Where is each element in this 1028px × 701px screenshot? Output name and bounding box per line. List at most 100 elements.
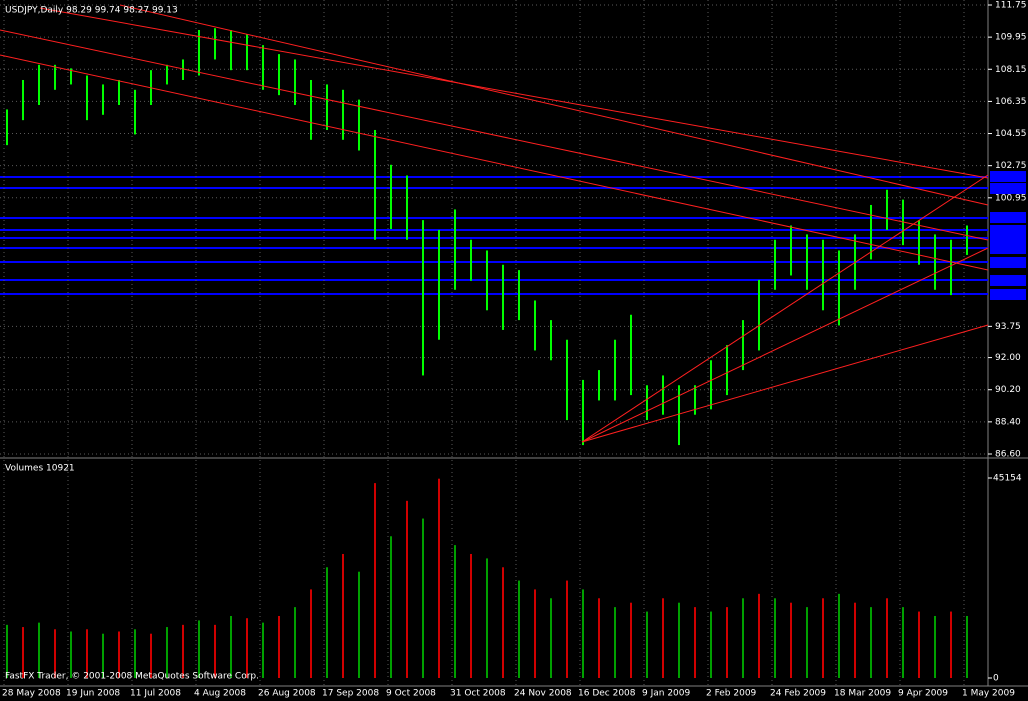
volume-bar	[646, 611, 648, 678]
volume-bar	[70, 631, 72, 678]
y-tick-label: 111.75	[995, 1, 1027, 11]
volume-bar	[54, 629, 56, 678]
price-bar	[422, 220, 424, 376]
volume-bar	[854, 602, 856, 678]
price-bar	[646, 385, 648, 421]
volume-bar	[630, 602, 632, 678]
volume-bar	[278, 615, 280, 678]
y-tick-label: 102.75	[995, 161, 1027, 171]
volume-bar	[422, 518, 424, 678]
volume-bar	[694, 607, 696, 678]
volume-bar	[86, 629, 88, 678]
price-bar	[566, 339, 568, 421]
volume-bar	[166, 627, 168, 678]
volume-bar	[598, 598, 600, 678]
price-bar	[726, 345, 728, 396]
price-bar	[598, 370, 600, 401]
volume-bar	[550, 598, 552, 678]
volume-bar	[870, 607, 872, 678]
x-tick-label: 17 Sep 2008	[322, 689, 379, 699]
volume-title: Volumes 10921	[5, 464, 75, 474]
y-tick-label: 106.35	[995, 97, 1027, 107]
price-bar	[342, 89, 344, 140]
volume-bar	[198, 620, 200, 678]
volume-bar	[518, 580, 520, 678]
price-bar	[406, 175, 408, 240]
x-tick-label: 9 Oct 2008	[386, 689, 436, 699]
volume-bar	[246, 618, 248, 678]
x-tick-label: 9 Apr 2009	[898, 689, 948, 699]
price-bar	[70, 68, 72, 85]
price-bar	[838, 250, 840, 326]
volume-bar	[326, 567, 328, 678]
volume-bar	[454, 545, 456, 678]
volume-bar	[182, 624, 184, 678]
x-tick-label: 9 Jan 2009	[642, 689, 690, 699]
volume-bar	[390, 536, 392, 678]
volume-bar	[774, 598, 776, 678]
price-bar	[54, 64, 56, 90]
price-bar	[614, 339, 616, 401]
x-tick-label: 16 Dec 2008	[578, 689, 636, 699]
volume-bar	[902, 607, 904, 678]
volume-tick-label: 45154	[993, 474, 1022, 484]
volume-bar	[886, 598, 888, 678]
volume-bar	[230, 615, 232, 678]
price-bar	[214, 28, 216, 60]
price-bar	[550, 320, 552, 361]
price-bar	[950, 239, 952, 296]
price-bar	[630, 314, 632, 396]
price-bar	[278, 54, 280, 96]
x-tick-label: 28 May 2008	[2, 689, 61, 699]
volume-bar	[6, 624, 8, 678]
x-tick-label: 31 Oct 2008	[450, 689, 506, 699]
volume-bar	[934, 615, 936, 678]
volume-bar	[678, 602, 680, 678]
price-bar	[710, 360, 712, 410]
volume-bar	[614, 607, 616, 678]
price-bar	[358, 99, 360, 151]
x-tick-label: 18 Mar 2009	[834, 689, 891, 699]
price-bar	[38, 64, 40, 105]
price-bar	[534, 300, 536, 351]
volume-bar	[534, 589, 536, 678]
y-tick-label: 108.15	[995, 65, 1027, 75]
volume-bar	[118, 631, 120, 678]
y-tick-label: 100.95	[995, 193, 1027, 203]
volume-bar	[710, 611, 712, 678]
price-bar	[502, 264, 504, 330]
volume-bar	[662, 598, 664, 678]
price-bar	[694, 385, 696, 415]
price-bar	[758, 279, 760, 351]
price-bar	[438, 229, 440, 340]
price-bar	[102, 84, 104, 115]
volume-bar	[294, 607, 296, 678]
price-bar	[390, 164, 392, 230]
volume-bar	[806, 607, 808, 678]
price-bar	[822, 239, 824, 311]
volume-bar	[486, 558, 488, 678]
volume-bar	[966, 615, 968, 678]
price-bar	[774, 239, 776, 290]
volume-bar	[950, 611, 952, 678]
y-tick-label: 109.95	[995, 33, 1027, 43]
price-bar	[262, 45, 264, 90]
footer: FastFX Trader, © 2001-2008 MetaQuotes So…	[5, 672, 259, 682]
volume-bar	[758, 593, 760, 678]
volume-bar	[438, 478, 440, 678]
volume-bar	[310, 589, 312, 678]
x-tick-label: 2 Feb 2009	[706, 689, 757, 699]
volume-bar	[102, 633, 104, 678]
price-bar	[518, 270, 520, 321]
price-bar	[246, 34, 248, 71]
trend-lines	[0, 4, 989, 443]
price-bar	[86, 75, 88, 121]
chart-title: USDJPY,Daily 98.29 99.74 98.27 99.13	[5, 6, 178, 16]
y-tick-label: 93.75	[995, 322, 1021, 332]
price-bar	[134, 89, 136, 135]
price-bar	[198, 29, 200, 76]
price-bar	[326, 84, 328, 130]
price-bar	[742, 320, 744, 371]
volume-bar	[406, 500, 408, 678]
